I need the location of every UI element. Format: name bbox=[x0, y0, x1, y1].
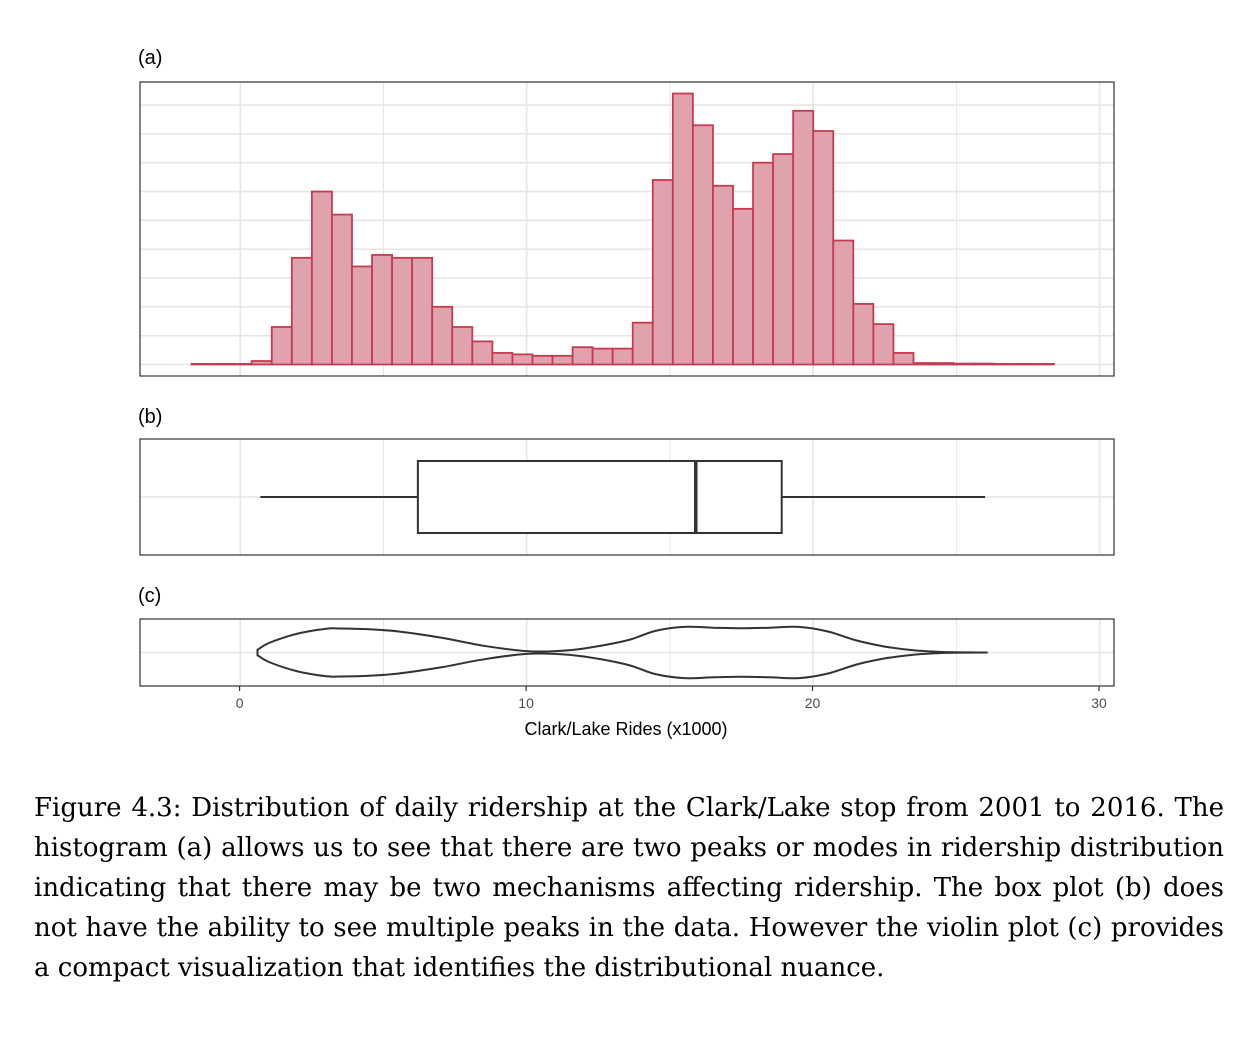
histogram-bar bbox=[832, 239, 855, 366]
histogram-bar bbox=[712, 184, 734, 366]
histogram-bar bbox=[992, 362, 1015, 366]
histogram-bar bbox=[571, 346, 594, 366]
violin-shape bbox=[256, 625, 988, 680]
histogram-bar bbox=[912, 362, 935, 366]
histogram-bar bbox=[431, 305, 454, 366]
histogram-bar bbox=[651, 179, 674, 366]
histogram-bar bbox=[411, 256, 434, 366]
histogram-bar bbox=[1032, 362, 1055, 366]
histogram-bar bbox=[471, 340, 494, 366]
histogram-bar bbox=[972, 362, 995, 366]
histogram-bar bbox=[792, 109, 815, 366]
boxplot-panel-border bbox=[139, 438, 1115, 556]
histogram-bar bbox=[932, 362, 955, 366]
x-axis: 0 10 20 30 Clark/Lake Rides (x1000) bbox=[236, 686, 1107, 739]
histogram-bar bbox=[270, 326, 293, 366]
histogram-bar bbox=[190, 362, 213, 366]
histogram-bar bbox=[631, 321, 654, 366]
histogram-bar bbox=[852, 303, 875, 366]
histogram-bar bbox=[591, 347, 614, 366]
histogram-bar bbox=[812, 130, 835, 366]
histogram-bar bbox=[671, 92, 694, 366]
histogram-bar bbox=[210, 362, 233, 366]
x-tick-label-30: 30 bbox=[1091, 695, 1107, 711]
histogram-bar bbox=[1012, 362, 1035, 366]
histogram-bar bbox=[732, 207, 754, 366]
panel-c-label: (c) bbox=[138, 585, 161, 607]
histogram-bar bbox=[250, 360, 273, 366]
histogram-bar bbox=[752, 161, 774, 366]
violin-panel bbox=[139, 618, 1115, 687]
violin-panel-border bbox=[139, 618, 1115, 687]
histogram-bar bbox=[290, 256, 313, 366]
histogram-panel bbox=[139, 81, 1115, 377]
histogram-bar bbox=[551, 354, 574, 366]
histogram-bar bbox=[691, 124, 714, 366]
histogram-bar bbox=[331, 213, 353, 366]
x-tick-label-20: 20 bbox=[805, 695, 821, 711]
histogram-panel-border bbox=[139, 81, 1115, 377]
figure: (a) (b) (c) 0 10 20 30 Clark/Lake Rides … bbox=[138, 47, 1115, 739]
histogram-bar bbox=[371, 254, 393, 366]
boxplot-panel bbox=[139, 438, 1115, 556]
x-axis-title: Clark/Lake Rides (x1000) bbox=[524, 719, 727, 739]
figure-caption: Figure 4.3: Distribution of daily riders… bbox=[34, 793, 1224, 983]
panel-b-label: (b) bbox=[138, 406, 162, 428]
histogram-bar bbox=[952, 362, 975, 366]
histogram-bar bbox=[310, 190, 333, 366]
histogram-bar bbox=[892, 352, 915, 366]
histogram-bars bbox=[190, 92, 1055, 366]
histogram-bar bbox=[872, 323, 895, 366]
boxplot-box bbox=[416, 460, 783, 534]
histogram-bar bbox=[451, 326, 474, 366]
panel-a-label: (a) bbox=[138, 47, 162, 69]
histogram-bar bbox=[491, 352, 514, 366]
histogram-bar bbox=[531, 354, 554, 366]
histogram-bar bbox=[230, 362, 253, 366]
histogram-bar bbox=[351, 265, 373, 366]
x-tick-label-0: 0 bbox=[236, 695, 244, 711]
histogram-bar bbox=[772, 153, 795, 366]
histogram-bar bbox=[391, 256, 414, 366]
histogram-bar bbox=[611, 347, 634, 366]
histogram-bar bbox=[511, 353, 534, 366]
x-tick-label-10: 10 bbox=[518, 695, 534, 711]
